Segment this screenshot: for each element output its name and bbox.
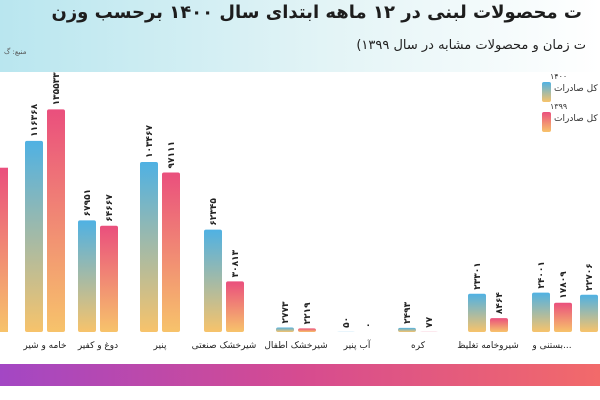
bar-۱۴۰۰-4 [204,229,222,332]
category-label-1: خامه و شیر [22,341,66,351]
category-label-4: شیرخشک صنعتی [192,341,257,351]
legend: ۱۴۰۰ کل صادرات ۱۳۹۹ کل صادرات [538,72,600,140]
bar-۱۳۹۹-5 [298,328,316,332]
legend-label-1399: کل صادرات [554,114,598,124]
bar-۱۴۰۰-1 [25,140,43,332]
value-label-۱۴۰۰-7: ۲۴۹۳ [403,301,413,323]
value-label-۱۴۰۰-5: ۲۷۷۳ [281,301,291,323]
value-label-۱۴۰۰-10: ۲۲۷۰۶ [585,263,595,290]
bar-۱۴۰۰-10 [580,294,598,332]
bar-۱۳۹۹-9 [554,302,572,332]
category-label-3: پنیر [153,341,167,351]
value-label-۱۴۰۰-2: ۶۷۹۵۱ [83,189,93,216]
category-label-6: آب پنیر [343,339,371,351]
value-label-۱۳۹۹-9: ۱۷۸۰۹ [559,271,569,299]
bar-۱۴۰۰-2 [78,220,96,332]
bar-۱۳۹۹-8 [490,318,508,332]
bar-۱۳۹۹-1 [47,109,65,332]
value-label-۱۴۰۰-9: ۲۴۰۰۱ [537,261,547,288]
value-label-۱۴۰۰-8: ۲۳۳۰۱ [473,262,483,289]
category-label-9: بستنی و... [531,341,571,351]
bar-۱۳۹۹-3 [162,172,180,332]
legend-year-1399: ۱۳۹۹ [550,102,568,111]
bar-۱۴۰۰-5 [276,327,294,332]
legend-year-1400: ۱۴۰۰ [550,72,568,81]
source-note: منبع: گ [4,48,27,56]
category-label-8: شیروخامه تغلیظ [457,341,518,351]
bar-۱۴۰۰-9 [532,292,550,332]
bar-۱۳۹۹-2 [100,225,118,332]
value-label-۱۴۰۰-6: ۵۰ [342,317,352,328]
legend-item-1400: ۱۴۰۰ کل صادرات [538,72,600,102]
bar-۱۴۰۰-8 [468,293,486,332]
bar-۱۴۰۰-3 [140,162,158,332]
legend-label-1400: کل صادرات [554,84,598,94]
legend-swatch-1400 [542,82,551,102]
value-label-۱۳۹۹-6: ۰ [364,323,374,329]
value-label-۱۳۹۹-8: ۸۴۶۴ [495,292,505,314]
bar-۱۳۹۹-4 [226,281,244,332]
value-label-۱۳۹۹-4: ۳۰۸۱۳ [231,249,241,277]
category-label-2: دوغ و کفیر [77,341,118,351]
legend-item-1399: ۱۳۹۹ کل صادرات [538,102,600,132]
category-label-5: شیرخشک اطفال [264,341,327,351]
value-label-۱۴۰۰-4: ۶۲۳۴۵ [209,198,219,226]
value-label-۱۳۹۹-2: ۶۴۶۶۷ [105,194,115,222]
bar-chart: ۱۱۶۳۶۸ ۱۳۵۵۳۳ خامه و شیر ۶۷۹۵۱ ۶۴۶۶۷ دوغ و کف… [0,72,598,351]
chart-title: ت محصولات لبنی در ۱۲ ماهه ابتدای سال ۱۴۰… [51,2,582,23]
value-label-۱۳۹۹-1: ۱۳۵۵۳۳ [52,72,62,105]
category-label-7: کره [411,341,426,351]
value-label-۱۳۹۹-7: ۷۷ [425,316,435,327]
value-label-۱۴۰۰-3: ۱۰۳۴۶۷ [145,125,155,158]
bar-۱۴۰۰-7 [398,327,416,332]
value-label-۱۴۰۰-1: ۱۱۶۳۶۸ [30,103,40,136]
bar-edge-left [0,167,8,332]
value-label-۱۳۹۹-5: ۲۲۱۹ [303,302,313,324]
legend-swatch-1399 [542,112,551,132]
bottom-gradient-bar [0,364,600,386]
chart-subtitle: ت زمان و محصولات مشابه در سال ۱۳۹۹) [356,38,586,53]
header-banner: ت محصولات لبنی در ۱۲ ماهه ابتدای سال ۱۴۰… [0,0,600,72]
value-label-۱۳۹۹-3: ۹۷۱۱۱ [167,141,177,168]
